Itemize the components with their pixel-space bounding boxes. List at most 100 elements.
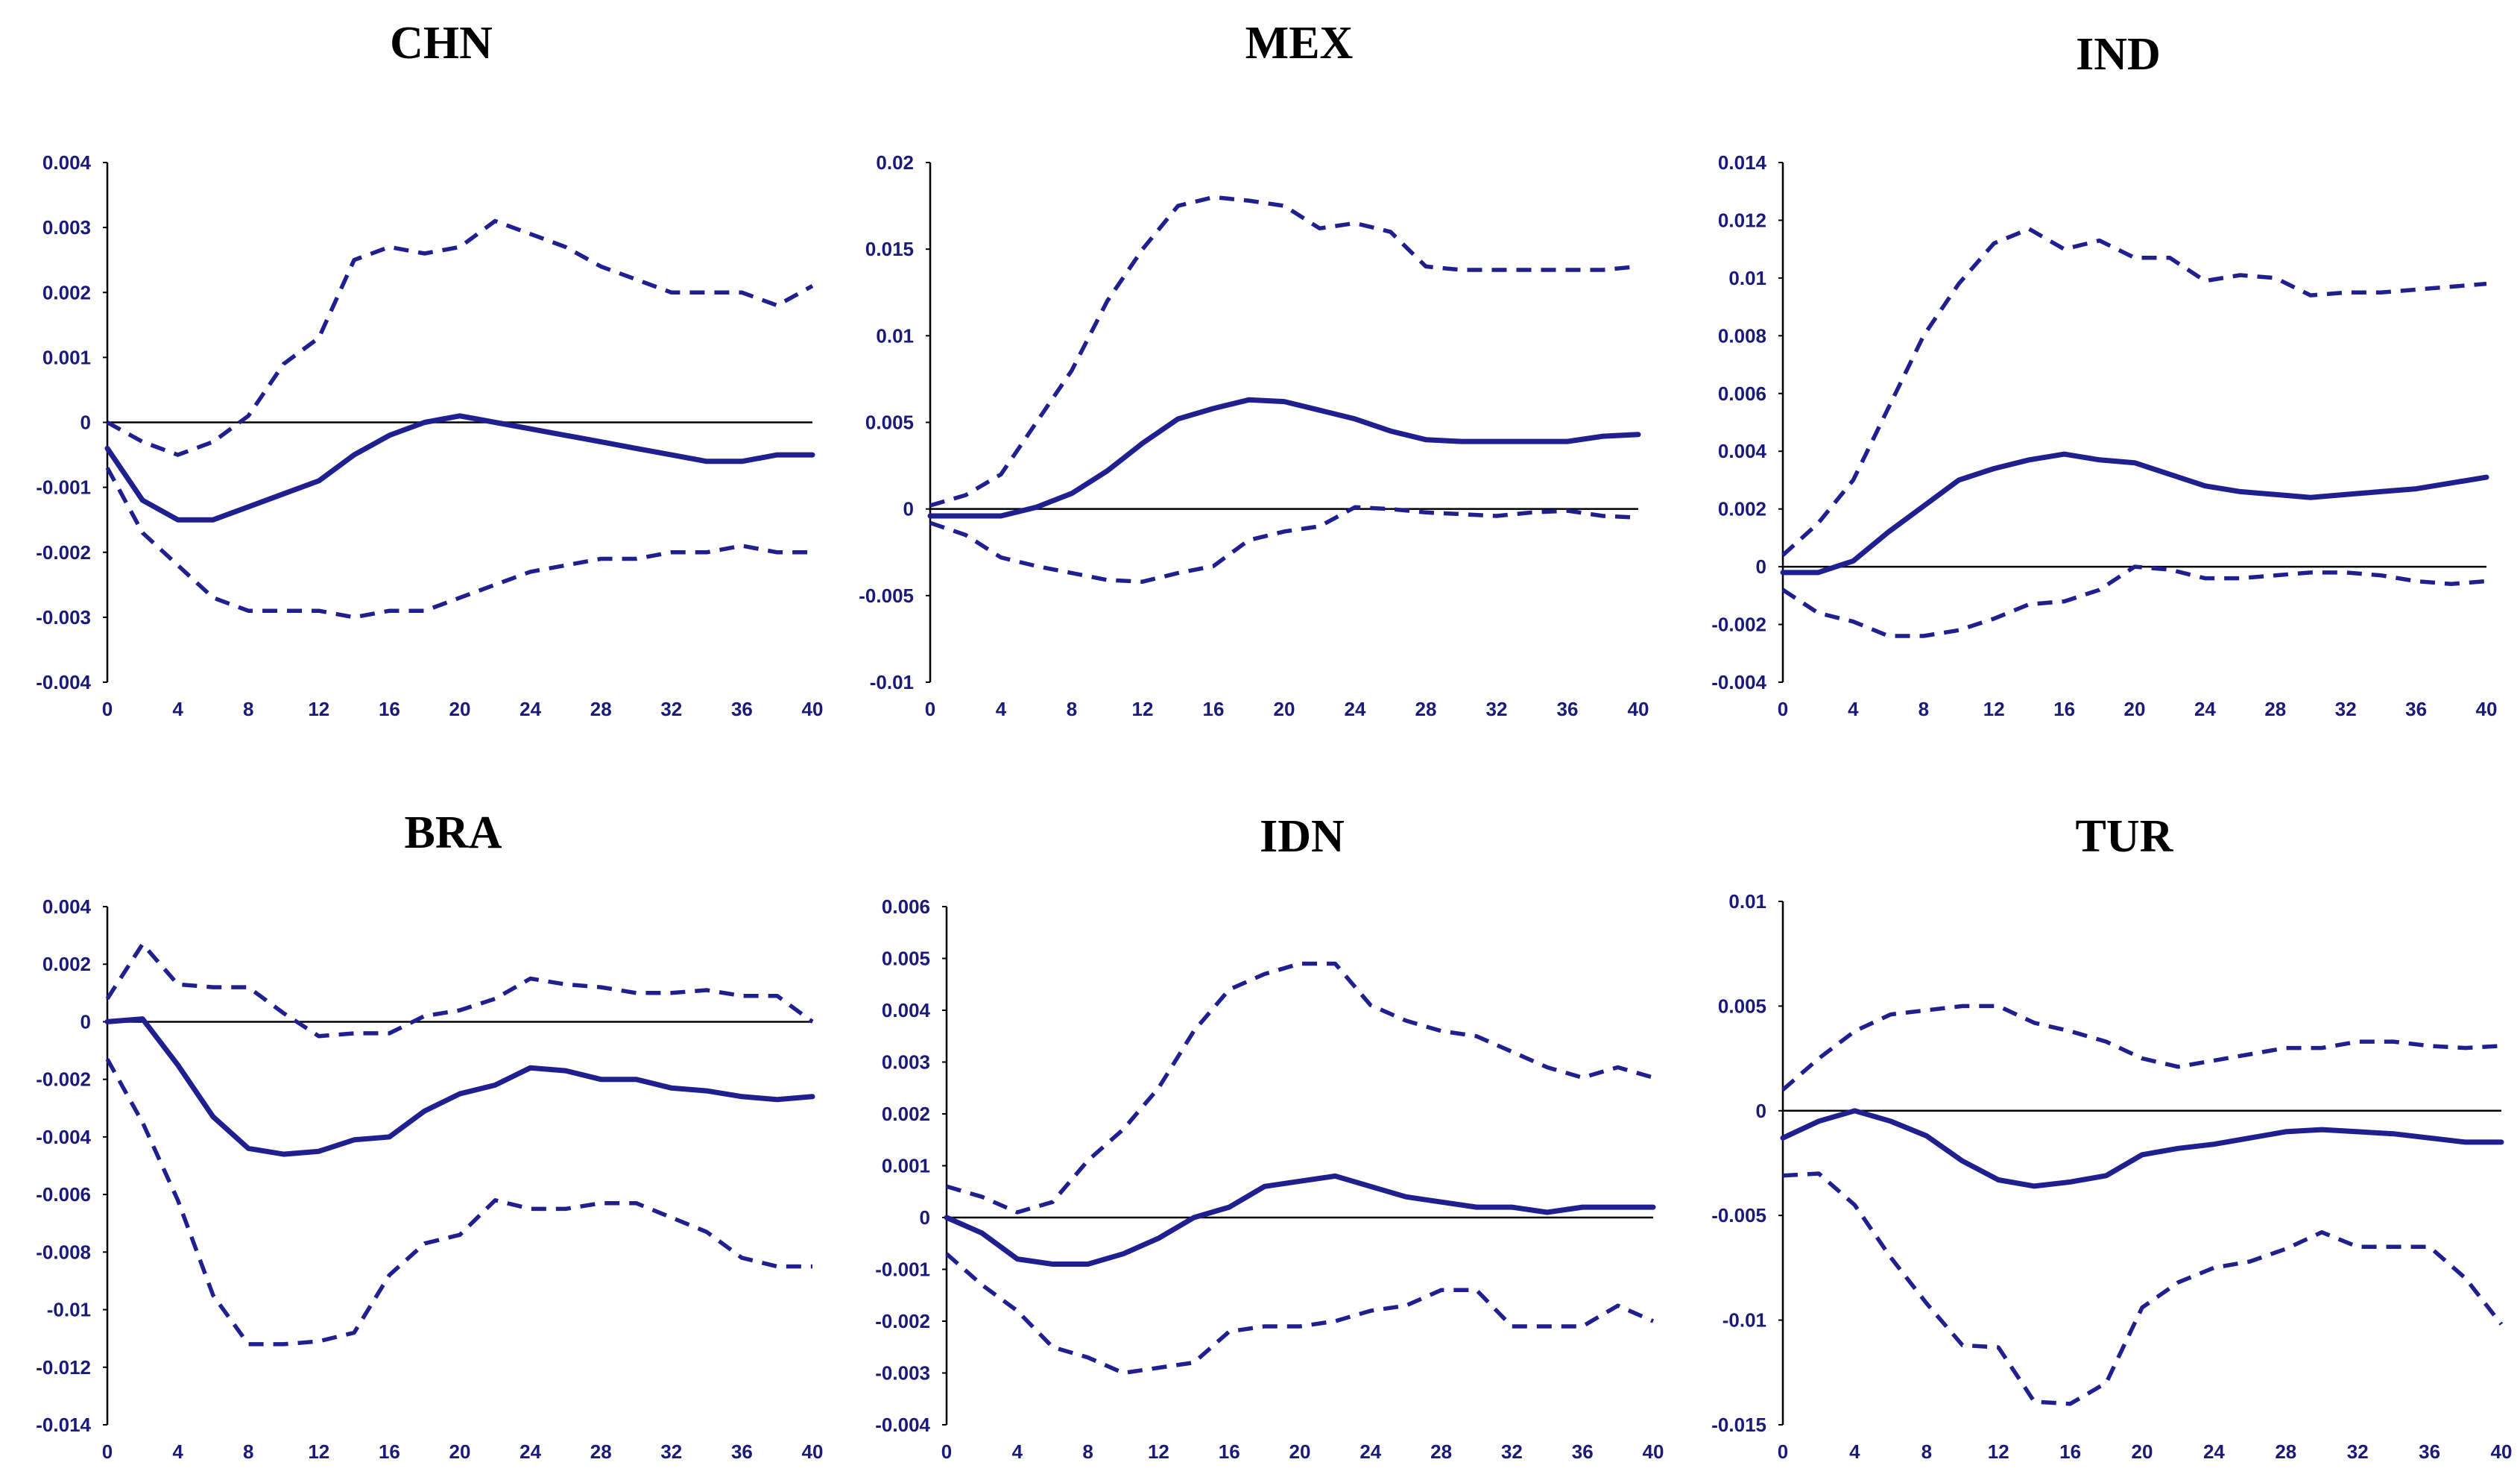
y-tick-label: 0.006 [882, 895, 930, 918]
x-tick-label: 12 [1983, 698, 2005, 720]
x-tick-label: 28 [590, 698, 612, 720]
panel-title-ind: IND [2076, 29, 2161, 80]
x-tick-label: 32 [660, 698, 682, 720]
y-tick-label: -0.002 [36, 541, 91, 564]
x-tick-label: 8 [1921, 1440, 1932, 1463]
y-tick-label: 0.002 [882, 1103, 930, 1125]
panel-chn: CHN 0.004 0.003 0.002 0.001 0 -0.001 -0.002 -0.0… [36, 18, 823, 720]
panel-title-tur: TUR [2076, 811, 2174, 862]
x-tick-label: 4 [996, 698, 1007, 720]
y-tick-label: 0.005 [1718, 995, 1766, 1017]
x-tick-label: 36 [731, 698, 753, 720]
x-tick-label: 40 [2491, 1440, 2513, 1463]
x-tick-label: 40 [802, 1440, 824, 1463]
x-tick-label: 0 [1778, 698, 1788, 720]
x-tick-label: 36 [1557, 698, 1579, 720]
x-tick-label: 20 [1274, 698, 1295, 720]
x-tick-label: 4 [1012, 1440, 1023, 1463]
y-tick-label: 0.002 [42, 953, 91, 975]
panel-bra: BRA 0.004 0.002 0 -0.002 -0.004 -0.006 -0.008 -0… [36, 807, 823, 1463]
y-tick-label: -0.005 [859, 585, 914, 607]
y-tick-label: -0.002 [1711, 614, 1766, 636]
y-tick-label: 0 [1756, 555, 1766, 578]
x-tick-label: 36 [2419, 1440, 2440, 1463]
series-upper-mex [929, 195, 1639, 508]
y-tick-label: 0.012 [1718, 209, 1766, 231]
x-tick-label: 16 [2059, 1440, 2081, 1463]
series-lower-tur [1782, 1171, 2504, 1406]
x-tick-label: 24 [520, 1440, 541, 1463]
y-tick-label: -0.01 [47, 1299, 91, 1321]
y-tick-label: -0.002 [875, 1310, 930, 1332]
x-tick-label: 24 [520, 698, 541, 720]
x-tick-label: 0 [102, 698, 113, 720]
y-tick-label: 0.01 [876, 324, 914, 347]
y-tick-label: 0 [920, 1206, 930, 1229]
x-tick-label: 8 [243, 1440, 253, 1463]
y-tick-label: 0.014 [1718, 151, 1767, 174]
y-tick-label: 0.008 [1718, 324, 1766, 347]
y-tick-label: 0.005 [865, 412, 914, 434]
x-tick-label: 32 [660, 1440, 682, 1463]
y-tick-label: 0.001 [42, 346, 91, 368]
x-tick-label: 32 [2335, 698, 2357, 720]
y-tick-label: -0.006 [36, 1183, 91, 1206]
x-tick-label: 0 [925, 698, 935, 720]
series-lower-ind [1781, 564, 2487, 638]
y-tick-label: 0.015 [865, 238, 914, 260]
x-tick-label: 20 [1289, 1440, 1311, 1463]
x-tick-label: 4 [172, 1440, 183, 1463]
x-tick-label: 40 [1628, 698, 1649, 720]
x-tick-label: 4 [1849, 1440, 1860, 1463]
x-tick-label: 8 [1919, 698, 1929, 720]
y-tick-label: 0.003 [882, 1051, 930, 1074]
x-tick-label: 8 [1082, 1440, 1093, 1463]
x-tick-label: 20 [449, 698, 471, 720]
series-upper-idn [946, 961, 1654, 1215]
x-tick-label: 40 [2476, 698, 2498, 720]
panel-title-chn: CHN [390, 18, 493, 69]
x-tick-label: 28 [1430, 1440, 1452, 1463]
x-tick-label: 40 [1643, 1440, 1664, 1463]
y-tick-label: -0.004 [875, 1414, 930, 1436]
panel-title-idn: IDN [1260, 811, 1345, 862]
x-tick-label: 4 [172, 698, 183, 720]
x-tick-label: 28 [2275, 1440, 2296, 1463]
panel-mex: MEX 0.02 0.015 0.01 0.005 0 -0.005 -0.01 0 4 8 12 16… [859, 18, 1649, 720]
x-tick-label: 36 [731, 1440, 753, 1463]
series-upper-tur [1781, 1004, 2502, 1092]
y-tick-label: 0.004 [882, 999, 931, 1021]
series-upper-ind [1781, 227, 2487, 557]
x-tick-label: 16 [1219, 1440, 1240, 1463]
x-tick-label: 24 [1360, 1440, 1381, 1463]
panel-idn: IDN 0.006 0.005 0.004 0.003 0.002 0.001 0 -0.001… [875, 811, 1664, 1463]
x-tick-label: 0 [941, 1440, 952, 1463]
y-tick-label: -0.005 [1711, 1204, 1766, 1226]
x-tick-label: 12 [1148, 1440, 1169, 1463]
y-tick-label: 0 [1756, 1100, 1766, 1122]
panel-tur: TUR 0.01 0.005 0 -0.005 -0.01 -0.015 0 4 8 12 16 20 2… [1711, 811, 2512, 1463]
x-tick-label: 16 [1203, 698, 1225, 720]
series-lower-chn [105, 467, 812, 620]
panel-ind: IND 0.014 0.012 0.01 0.008 0.006 0.004 0.002 0 -0… [1711, 29, 2497, 720]
y-tick-label: 0.005 [882, 948, 930, 970]
series-irf-bra [104, 1016, 815, 1157]
series-upper-chn [106, 218, 814, 457]
y-tick-label: 0.004 [42, 895, 92, 918]
y-tick-label: 0.002 [42, 281, 91, 303]
y-tick-label: -0.003 [875, 1362, 930, 1385]
x-tick-label: 24 [2194, 698, 2216, 720]
y-tick-label: 0 [903, 498, 914, 520]
x-tick-label: 0 [102, 1440, 113, 1463]
series-irf-tur [1780, 1108, 2504, 1189]
x-tick-label: 12 [308, 698, 329, 720]
x-tick-label: 16 [379, 698, 400, 720]
y-tick-label: 0 [80, 412, 91, 434]
x-tick-label: 12 [1132, 698, 1154, 720]
x-tick-label: 0 [1778, 1440, 1788, 1463]
series-lower-mex [929, 505, 1639, 584]
series-irf-idn [944, 1173, 1656, 1267]
x-tick-label: 16 [2053, 698, 2075, 720]
y-tick-label: 0.006 [1718, 382, 1766, 405]
